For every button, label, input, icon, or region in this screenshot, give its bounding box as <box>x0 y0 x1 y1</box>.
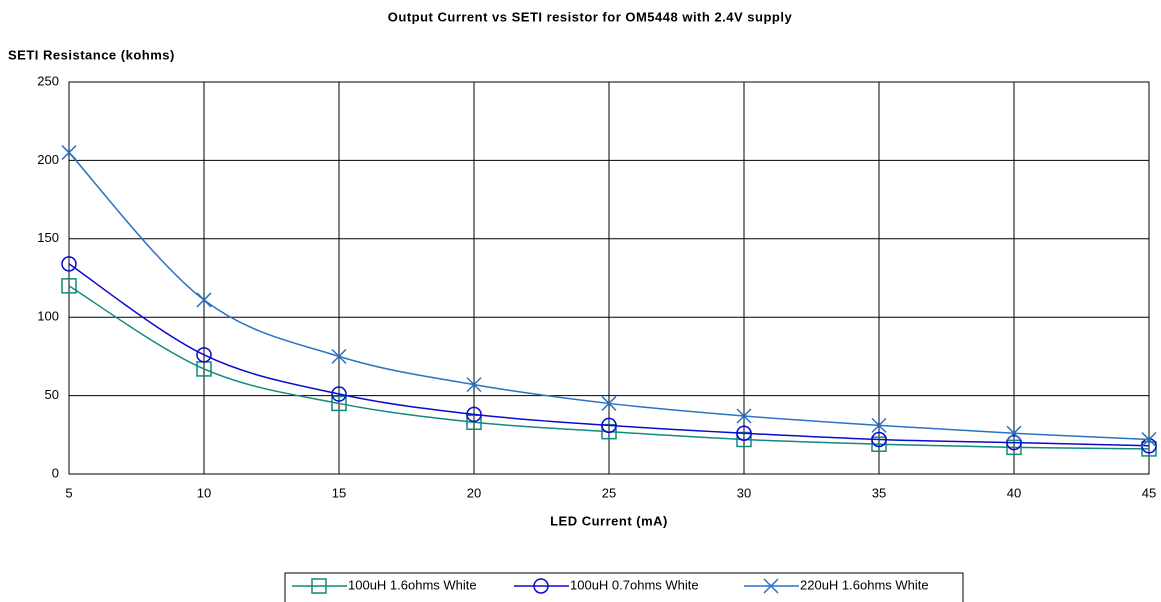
legend-label: 100uH 0.7ohms White <box>570 577 699 592</box>
y-tick-label: 0 <box>52 465 59 480</box>
data-point <box>331 348 347 364</box>
legend-marker <box>311 578 327 594</box>
x-tick-label: 25 <box>602 485 616 500</box>
x-tick-label: 5 <box>65 485 72 500</box>
series-line <box>68 152 1150 441</box>
y-tick-label: 200 <box>37 152 59 167</box>
data-point <box>871 417 887 433</box>
data-point <box>331 386 347 402</box>
data-point <box>466 377 482 393</box>
data-point <box>466 414 482 431</box>
x-tick-label: 45 <box>1142 485 1156 500</box>
series-line <box>68 263 1150 447</box>
data-point <box>871 436 887 452</box>
data-point <box>61 256 77 272</box>
data-point <box>466 406 482 423</box>
data-point <box>196 347 212 363</box>
data-point <box>331 395 347 412</box>
x-tick-label: 35 <box>872 485 886 500</box>
y-tick-label: 150 <box>37 230 59 245</box>
legend-label: 100uH 1.6ohms White <box>348 577 477 592</box>
data-point <box>61 278 77 294</box>
x-tick-label: 30 <box>737 485 751 500</box>
x-tick-label: 40 <box>1007 485 1021 500</box>
data-point <box>1141 431 1157 448</box>
x-tick-label: 20 <box>467 485 481 500</box>
data-point <box>1006 434 1022 451</box>
x-tick-label: 15 <box>332 485 346 500</box>
legend-label: 220uH 1.6ohms White <box>800 577 929 592</box>
y-axis-label: SETI Resistance (kohms) <box>8 47 175 62</box>
x-axis-label: LED Current (mA) <box>550 513 668 528</box>
data-point <box>871 431 887 448</box>
plot-border <box>68 81 1150 475</box>
data-point <box>1006 425 1022 441</box>
data-point <box>736 425 752 441</box>
data-point <box>196 292 212 308</box>
data-point <box>601 395 617 411</box>
x-tick-label: 10 <box>197 485 211 500</box>
legend-marker <box>533 578 549 594</box>
y-tick-label: 50 <box>45 387 59 402</box>
data-point <box>61 145 77 161</box>
legend-box <box>284 572 964 602</box>
legend-marker <box>763 578 779 594</box>
y-tick-label: 250 <box>37 73 59 88</box>
data-point <box>736 408 752 424</box>
y-tick-label: 100 <box>37 309 59 324</box>
data-point <box>1006 439 1022 456</box>
data-point <box>601 417 617 434</box>
chart-title: Output Current vs SETI resistor for OM54… <box>388 9 793 24</box>
